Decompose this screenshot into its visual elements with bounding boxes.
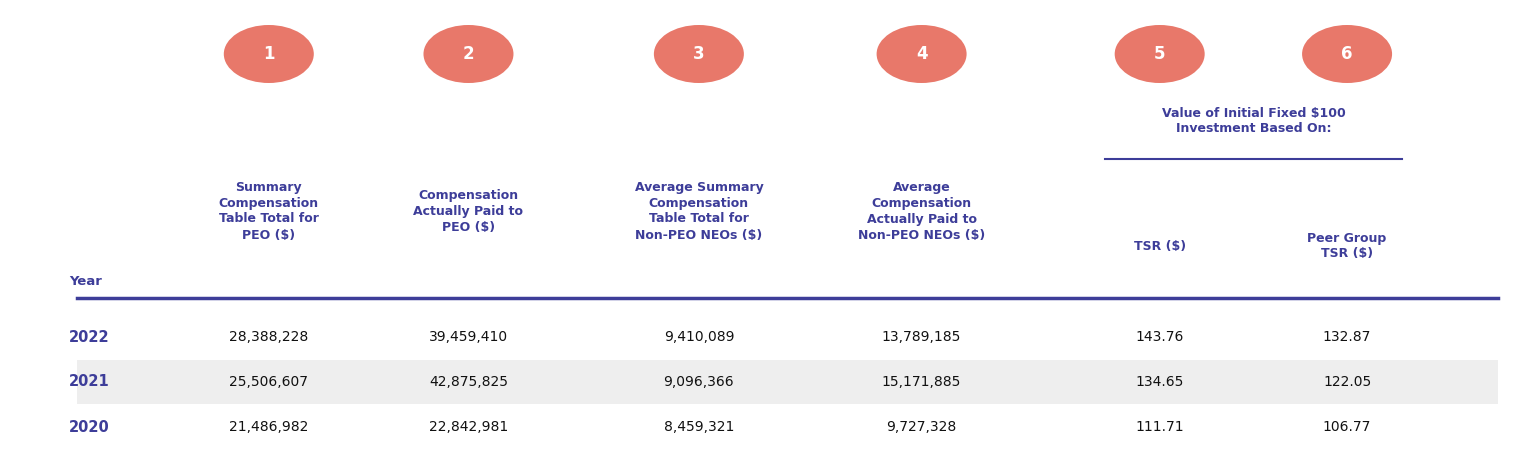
Text: Average Summary
Compensation
Table Total for
Non-PEO NEOs ($): Average Summary Compensation Table Total… xyxy=(634,180,763,241)
Text: 42,875,825: 42,875,825 xyxy=(429,375,508,389)
Text: 22,842,981: 22,842,981 xyxy=(429,420,508,434)
Text: 9,410,089: 9,410,089 xyxy=(664,330,734,344)
Text: 8,459,321: 8,459,321 xyxy=(664,420,734,434)
Text: Compensation
Actually Paid to
PEO ($): Compensation Actually Paid to PEO ($) xyxy=(413,188,524,234)
Text: 13,789,185: 13,789,185 xyxy=(882,330,962,344)
Text: Peer Group
TSR ($): Peer Group TSR ($) xyxy=(1307,231,1387,260)
Text: 2022: 2022 xyxy=(69,329,109,345)
Text: 15,171,885: 15,171,885 xyxy=(882,375,962,389)
Text: 4: 4 xyxy=(915,45,928,63)
Text: 9,096,366: 9,096,366 xyxy=(664,375,734,389)
Text: 122.05: 122.05 xyxy=(1322,375,1372,389)
Text: 1: 1 xyxy=(263,45,275,63)
Text: TSR ($): TSR ($) xyxy=(1134,239,1186,252)
Text: 143.76: 143.76 xyxy=(1135,330,1184,344)
Text: Value of Initial Fixed $100
Investment Based On:: Value of Initial Fixed $100 Investment B… xyxy=(1161,107,1346,135)
Text: Summary
Compensation
Table Total for
PEO ($): Summary Compensation Table Total for PEO… xyxy=(218,180,319,241)
Ellipse shape xyxy=(1303,25,1392,83)
Text: 111.71: 111.71 xyxy=(1135,420,1184,434)
Text: 134.65: 134.65 xyxy=(1135,375,1184,389)
Text: 3: 3 xyxy=(693,45,705,63)
Text: Year: Year xyxy=(69,275,101,288)
Text: 2: 2 xyxy=(462,45,475,63)
Text: 21,486,982: 21,486,982 xyxy=(229,420,309,434)
Text: 9,727,328: 9,727,328 xyxy=(886,420,957,434)
Ellipse shape xyxy=(877,25,966,83)
Text: 106.77: 106.77 xyxy=(1322,420,1372,434)
Text: 2021: 2021 xyxy=(69,375,111,389)
Ellipse shape xyxy=(654,25,743,83)
Text: 39,459,410: 39,459,410 xyxy=(429,330,508,344)
Text: Average
Compensation
Actually Paid to
Non-PEO NEOs ($): Average Compensation Actually Paid to No… xyxy=(859,180,985,241)
Text: 25,506,607: 25,506,607 xyxy=(229,375,309,389)
Text: 28,388,228: 28,388,228 xyxy=(229,330,309,344)
Ellipse shape xyxy=(224,25,313,83)
Ellipse shape xyxy=(424,25,513,83)
Ellipse shape xyxy=(1115,25,1204,83)
Text: 6: 6 xyxy=(1341,45,1353,63)
FancyBboxPatch shape xyxy=(77,360,1498,404)
Text: 132.87: 132.87 xyxy=(1322,330,1372,344)
Text: 5: 5 xyxy=(1154,45,1166,63)
Text: 2020: 2020 xyxy=(69,419,111,435)
